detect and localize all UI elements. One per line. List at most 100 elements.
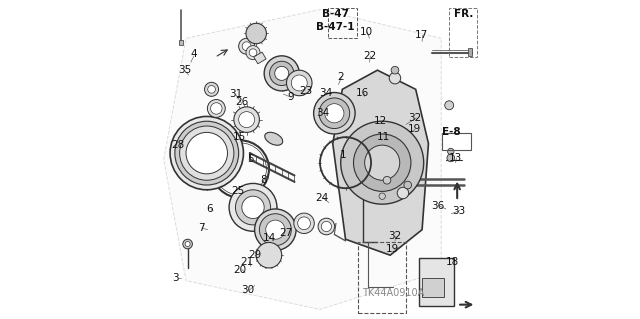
Circle shape xyxy=(180,126,234,180)
Text: 9: 9 xyxy=(287,92,294,102)
Circle shape xyxy=(365,145,400,180)
Text: 31: 31 xyxy=(229,89,242,99)
Circle shape xyxy=(183,239,193,249)
Circle shape xyxy=(324,104,344,123)
Text: 2: 2 xyxy=(337,71,344,82)
Circle shape xyxy=(340,121,424,204)
Text: 30: 30 xyxy=(241,285,254,295)
Circle shape xyxy=(447,148,454,155)
Bar xyxy=(358,242,406,313)
Text: 25: 25 xyxy=(231,186,244,197)
Circle shape xyxy=(397,187,409,199)
Circle shape xyxy=(391,66,399,74)
Bar xyxy=(179,40,183,45)
Text: 5: 5 xyxy=(247,154,254,165)
Circle shape xyxy=(211,103,222,114)
Text: 34: 34 xyxy=(319,87,332,98)
Circle shape xyxy=(275,66,289,80)
Bar xyxy=(254,52,266,64)
Text: E-8: E-8 xyxy=(442,127,461,137)
Bar xyxy=(449,8,477,57)
Circle shape xyxy=(259,214,291,246)
Circle shape xyxy=(234,107,259,132)
Circle shape xyxy=(236,190,271,225)
Circle shape xyxy=(353,134,411,191)
Circle shape xyxy=(249,49,257,56)
Circle shape xyxy=(170,116,243,190)
Text: 1: 1 xyxy=(340,150,346,160)
Circle shape xyxy=(447,154,454,162)
Circle shape xyxy=(175,121,239,185)
Text: 17: 17 xyxy=(415,30,428,40)
Ellipse shape xyxy=(265,132,283,145)
Circle shape xyxy=(239,38,255,54)
Circle shape xyxy=(239,112,255,128)
Text: B-47: B-47 xyxy=(322,9,349,19)
Circle shape xyxy=(314,93,355,134)
Circle shape xyxy=(255,209,296,250)
Circle shape xyxy=(318,218,335,235)
Text: 13: 13 xyxy=(449,153,462,163)
Circle shape xyxy=(294,213,314,234)
Circle shape xyxy=(319,98,349,129)
Circle shape xyxy=(229,183,277,231)
Circle shape xyxy=(185,241,190,247)
Text: 8: 8 xyxy=(260,175,267,185)
Text: 21: 21 xyxy=(241,256,254,267)
Circle shape xyxy=(445,101,454,110)
Text: 4: 4 xyxy=(191,48,197,59)
Circle shape xyxy=(298,217,310,230)
Text: 10: 10 xyxy=(360,27,373,37)
Text: 29: 29 xyxy=(248,250,261,260)
Circle shape xyxy=(264,56,300,91)
Text: 11: 11 xyxy=(377,132,390,142)
Text: TK44A0910A: TK44A0910A xyxy=(362,288,424,299)
Bar xyxy=(328,8,356,38)
Circle shape xyxy=(186,132,227,174)
Text: 14: 14 xyxy=(262,233,276,243)
Text: 16: 16 xyxy=(355,87,369,98)
Text: 12: 12 xyxy=(373,116,387,126)
Circle shape xyxy=(321,221,332,232)
Circle shape xyxy=(291,75,307,91)
Circle shape xyxy=(266,220,285,239)
Circle shape xyxy=(242,196,264,219)
Text: B-47-1: B-47-1 xyxy=(316,22,355,32)
Text: 6: 6 xyxy=(206,204,212,214)
Bar xyxy=(442,133,470,150)
Text: 24: 24 xyxy=(315,193,328,203)
Circle shape xyxy=(269,61,294,85)
Text: 7: 7 xyxy=(198,223,205,233)
Circle shape xyxy=(208,85,216,93)
Polygon shape xyxy=(333,70,428,255)
Text: 15: 15 xyxy=(233,132,246,142)
Text: 36: 36 xyxy=(431,201,444,211)
Bar xyxy=(419,258,454,306)
Circle shape xyxy=(256,242,282,268)
Circle shape xyxy=(383,176,391,184)
Text: 19: 19 xyxy=(408,124,420,134)
Text: 32: 32 xyxy=(388,231,401,241)
Circle shape xyxy=(404,181,412,189)
Text: 28: 28 xyxy=(172,140,185,150)
Circle shape xyxy=(207,100,225,117)
Circle shape xyxy=(246,46,260,60)
Bar xyxy=(468,48,472,56)
Text: FR.: FR. xyxy=(454,9,473,19)
Circle shape xyxy=(287,70,312,96)
Circle shape xyxy=(242,42,251,51)
Text: 18: 18 xyxy=(445,256,459,267)
Text: 23: 23 xyxy=(299,86,312,96)
Text: 22: 22 xyxy=(363,51,376,61)
Text: 35: 35 xyxy=(178,65,191,75)
Bar xyxy=(422,278,444,297)
Text: 19: 19 xyxy=(386,244,399,254)
Circle shape xyxy=(379,193,385,199)
Text: 3: 3 xyxy=(173,272,179,283)
Text: 20: 20 xyxy=(233,264,246,275)
Text: 26: 26 xyxy=(236,97,248,107)
Polygon shape xyxy=(164,10,441,309)
Text: 33: 33 xyxy=(452,205,465,216)
Circle shape xyxy=(246,23,266,44)
Text: 27: 27 xyxy=(279,228,292,238)
